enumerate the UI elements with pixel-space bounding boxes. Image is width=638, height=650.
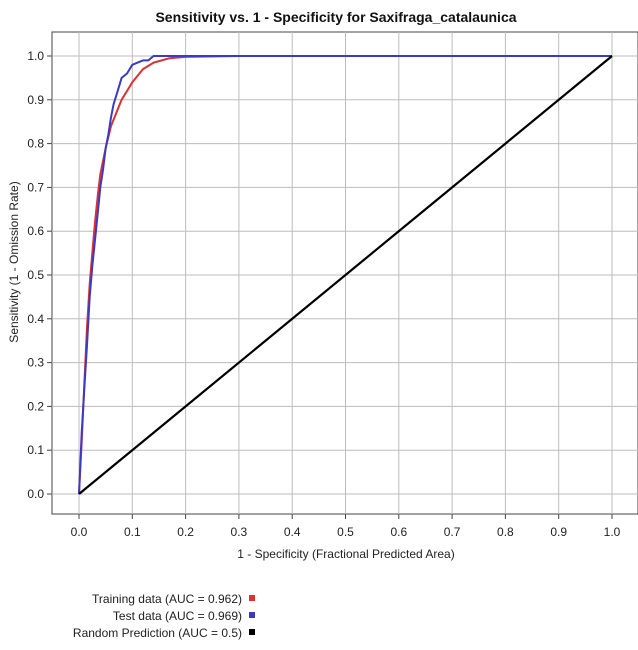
x-tick-label: 0.9: [550, 525, 567, 539]
y-tick-label: 0.5: [27, 268, 44, 282]
legend-item-training-label: Training data (AUC = 0.962): [92, 592, 242, 606]
x-tick-label: 0.6: [390, 525, 407, 539]
y-tick-label: 0.1: [27, 443, 44, 457]
random-prediction-line: [78, 55, 613, 495]
legend-item-random-swatch: [249, 629, 255, 635]
y-axis-label: Sensitivity (1 - Omission Rate): [7, 181, 21, 342]
y-tick-label: 0.7: [27, 180, 44, 194]
legend-item-training-swatch: [249, 595, 255, 601]
x-axis-ticks: 0.0 0.1 0.2 0.3 0.4 0.5 0.6 0.7 0.8 0.9 1.0: [71, 514, 621, 539]
legend-item-test-swatch: [249, 612, 255, 618]
y-tick-label: 0.4: [27, 312, 44, 326]
test-data-line: [78, 55, 612, 495]
chart-title: Sensitivity vs. 1 - Specificity for Saxi…: [155, 9, 516, 25]
legend: Training data (AUC = 0.962) Test data (AU…: [73, 592, 255, 640]
x-tick-label: 0.7: [444, 525, 461, 539]
y-tick-label: 0.2: [27, 399, 44, 413]
x-tick-label: 0.5: [337, 525, 354, 539]
x-tick-label: 0.2: [177, 525, 194, 539]
y-tick-label: 0.0: [27, 487, 44, 501]
y-axis-ticks: 0.0 0.1 0.2 0.3 0.4 0.5 0.6 0.7 0.8 0.9 1.0: [27, 49, 52, 501]
y-tick-label: 0.8: [27, 137, 44, 151]
y-tick-label: 0.3: [27, 356, 44, 370]
x-tick-label: 0.4: [284, 525, 301, 539]
y-tick-label: 0.6: [27, 224, 44, 238]
x-tick-label: 0.8: [497, 525, 514, 539]
legend-item-test-label: Test data (AUC = 0.969): [113, 609, 242, 623]
x-tick-label: 0.0: [71, 525, 88, 539]
y-tick-label: 0.9: [27, 93, 44, 107]
x-tick-label: 0.3: [231, 525, 248, 539]
x-tick-label: 1.0: [604, 525, 621, 539]
x-tick-label: 0.1: [124, 525, 141, 539]
series-lines: [78, 55, 613, 495]
x-axis-label: 1 - Specificity (Fractional Predicted Ar…: [237, 547, 454, 561]
legend-item-random-label: Random Prediction (AUC = 0.5): [73, 626, 242, 640]
y-tick-label: 1.0: [27, 49, 44, 63]
